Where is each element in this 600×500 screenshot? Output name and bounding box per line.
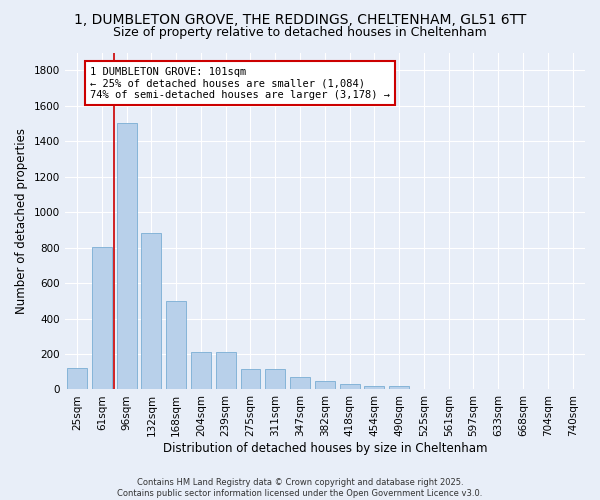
Bar [241, 369, 260, 390]
Bar [340, 384, 359, 390]
Text: 1, DUMBLETON GROVE, THE REDDINGS, CHELTENHAM, GL51 6TT: 1, DUMBLETON GROVE, THE REDDINGS, CHELTE… [74, 12, 526, 26]
Bar [290, 377, 310, 390]
Bar [142, 232, 161, 390]
Bar [265, 369, 285, 390]
Text: 1 DUMBLETON GROVE: 101sqm
← 25% of detached houses are smaller (1,084)
74% of se: 1 DUMBLETON GROVE: 101sqm ← 25% of detac… [90, 66, 390, 100]
Text: Contains HM Land Registry data © Crown copyright and database right 2025.
Contai: Contains HM Land Registry data © Crown c… [118, 478, 482, 498]
Bar [216, 352, 236, 390]
X-axis label: Distribution of detached houses by size in Cheltenham: Distribution of detached houses by size … [163, 442, 487, 455]
Bar [315, 380, 335, 390]
Bar [166, 301, 186, 390]
Bar [67, 368, 87, 390]
Bar [191, 352, 211, 390]
Bar [92, 246, 112, 390]
Bar [414, 388, 434, 390]
Bar [389, 386, 409, 390]
Y-axis label: Number of detached properties: Number of detached properties [15, 128, 28, 314]
Text: Size of property relative to detached houses in Cheltenham: Size of property relative to detached ho… [113, 26, 487, 39]
Bar [364, 386, 385, 390]
Bar [117, 124, 137, 390]
